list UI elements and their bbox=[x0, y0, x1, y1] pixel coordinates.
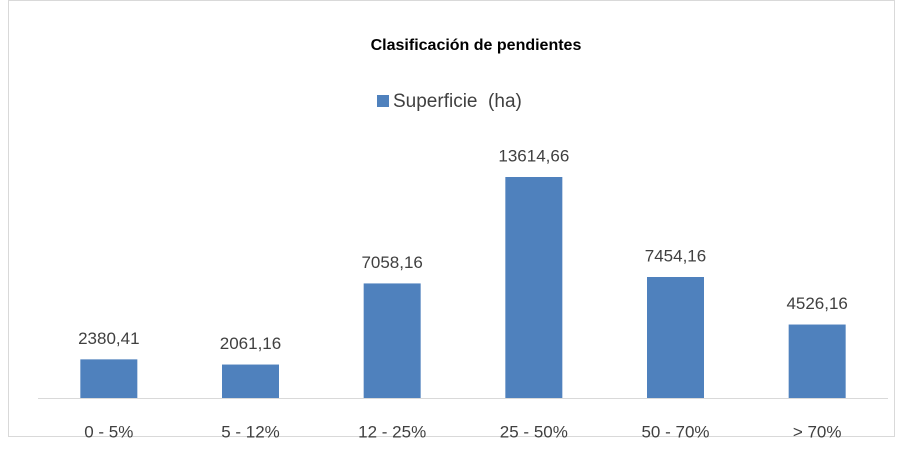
bar bbox=[80, 359, 138, 398]
legend-label: Superficie (ha) bbox=[393, 91, 522, 112]
x-tick-label: 5 - 12% bbox=[221, 422, 280, 441]
x-tick-label: > 70% bbox=[793, 422, 842, 441]
data-label: 4526,16 bbox=[786, 294, 847, 313]
x-tick-label: 12 - 25% bbox=[358, 422, 426, 441]
data-label: 13614,66 bbox=[498, 146, 569, 165]
bar bbox=[788, 324, 846, 398]
bar bbox=[363, 283, 421, 398]
bar bbox=[647, 277, 704, 398]
data-label: 7058,16 bbox=[361, 253, 422, 272]
legend-swatch bbox=[377, 95, 389, 107]
chart-title: Clasificación de pendientes bbox=[371, 37, 582, 54]
data-label: 2380,41 bbox=[78, 329, 139, 348]
bar bbox=[222, 364, 279, 398]
bar bbox=[505, 177, 563, 398]
data-label: 7454,16 bbox=[645, 246, 706, 265]
x-tick-label: 50 - 70% bbox=[641, 422, 709, 441]
data-label: 2061,16 bbox=[220, 334, 281, 353]
chart-border bbox=[8, 0, 895, 437]
x-tick-label: 0 - 5% bbox=[84, 422, 133, 441]
x-tick-label: 25 - 50% bbox=[500, 422, 568, 441]
